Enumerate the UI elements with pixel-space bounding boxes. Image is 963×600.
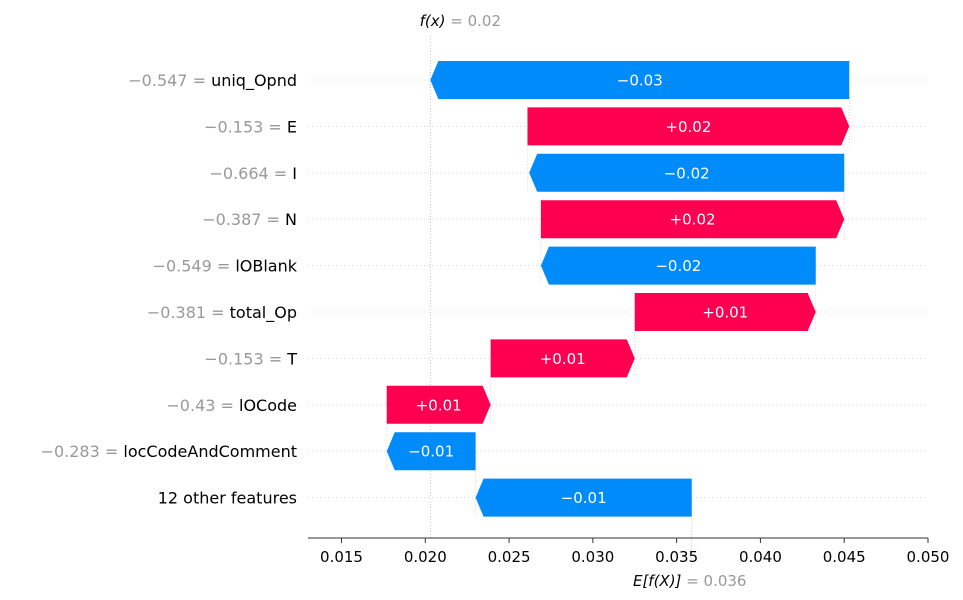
bar-positive	[634, 293, 816, 331]
bar-negative	[386, 432, 476, 471]
feature-value: −0.153 =	[204, 349, 287, 368]
bars: −0.03 +0.02 −0.02 +0.02 −0.02 +0.01 +0.01 +0.01…	[386, 61, 850, 517]
expected-value-label: E[f(X)]	[633, 572, 686, 590]
bar-label: −0.02	[655, 257, 701, 275]
fx-value: = 0.02	[450, 12, 501, 30]
feature-label: −0.547 = uniq_Opnd	[128, 71, 297, 91]
x-tick-label: 0.035	[655, 548, 698, 566]
x-tick-label: 0.020	[404, 548, 447, 566]
bar-negative	[540, 246, 816, 285]
x-tick-label: 0.015	[320, 548, 363, 566]
x-tick-label: 0.045	[823, 548, 866, 566]
x-tick-label: 0.030	[571, 548, 614, 566]
bar-label: −0.01	[408, 443, 454, 461]
x-axis: 0.015 0.020 0.025 0.030 0.035 0.040 0.045 0.050	[308, 537, 950, 566]
bar-label: +0.01	[702, 304, 748, 322]
bar-positive	[386, 385, 491, 424]
feature-name: N	[285, 210, 297, 229]
bar-positive	[527, 107, 850, 146]
feature-name: T	[286, 349, 297, 368]
feature-value: −0.387 =	[202, 210, 285, 229]
feature-name: locCodeAndComment	[123, 442, 297, 461]
reference-lines	[386, 36, 850, 568]
feature-value: −0.153 =	[204, 117, 287, 136]
feature-name: uniq_Opnd	[211, 71, 297, 91]
bar-positive	[490, 339, 635, 378]
bar-positive	[540, 200, 845, 239]
expected-value-number: = 0.036	[686, 572, 746, 590]
bar-label: +0.02	[665, 118, 711, 136]
fx-label: f(x)	[420, 12, 451, 30]
x-tick-label: 0.025	[488, 548, 531, 566]
x-tick-label: 0.050	[907, 548, 950, 566]
bar-label: +0.02	[670, 211, 716, 229]
feature-name: total_Op	[230, 303, 297, 323]
x-tick-label: 0.040	[739, 548, 782, 566]
feature-label: −0.43 = lOCode	[166, 396, 297, 415]
feature-value: −0.381 =	[147, 303, 230, 322]
feature-label: −0.153 = T	[204, 349, 297, 368]
feature-value: −0.547 =	[128, 71, 211, 90]
feature-label: −0.153 = E	[204, 117, 297, 136]
feature-label: 12 other features	[158, 489, 297, 508]
bar-negative	[475, 478, 692, 517]
bar-label: −0.02	[664, 164, 710, 182]
feature-value: −0.283 =	[41, 442, 124, 461]
bar-label: +0.01	[416, 396, 462, 414]
feature-name: lOBlank	[235, 257, 297, 276]
feature-label: −0.549 = lOBlank	[153, 257, 298, 276]
bar-label: −0.01	[561, 489, 607, 507]
feature-name: lOCode	[239, 396, 297, 415]
bar-negative	[529, 153, 845, 192]
feature-value: −0.43 =	[166, 396, 239, 415]
feature-label: −0.283 = locCodeAndComment	[41, 442, 297, 461]
feature-labels: −0.547 = uniq_Opnd−0.153 = E−0.664 = I−0…	[41, 71, 298, 508]
expected-value-annotation: E[f(X)] = 0.036	[633, 572, 747, 590]
feature-value: −0.664 =	[209, 164, 292, 183]
feature-label: −0.387 = N	[202, 210, 297, 229]
feature-label: −0.664 = I	[209, 164, 297, 183]
bar-negative	[430, 61, 850, 99]
bar-label: +0.01	[540, 350, 586, 368]
feature-label: −0.381 = total_Op	[147, 303, 297, 323]
feature-name: 12 other features	[158, 489, 297, 508]
fx-annotation: f(x) = 0.02	[420, 12, 501, 30]
feature-name: I	[292, 164, 297, 183]
feature-name: E	[287, 117, 297, 136]
feature-value: −0.549 =	[153, 257, 236, 276]
bar-label: −0.03	[617, 72, 663, 90]
